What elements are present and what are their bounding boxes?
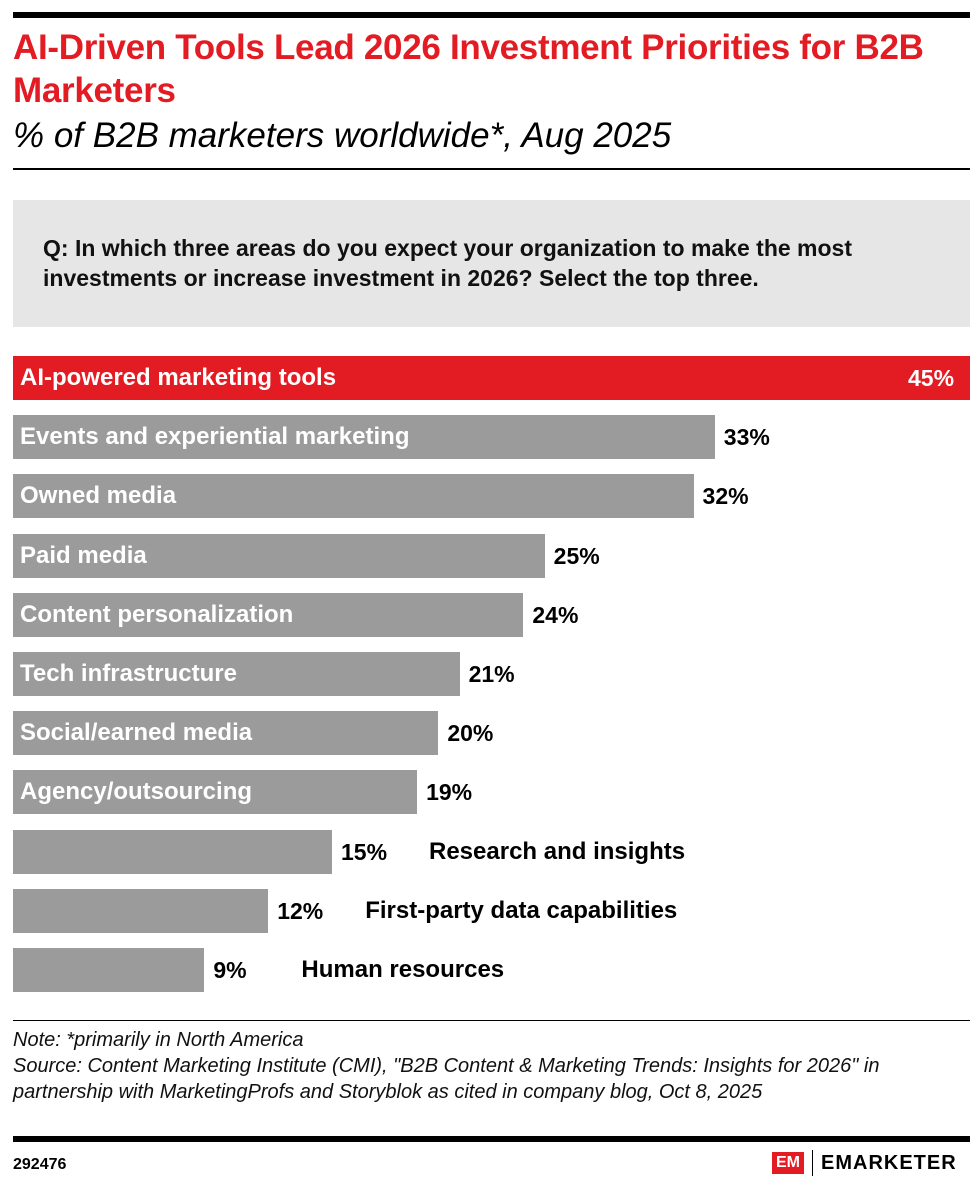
bar: [13, 888, 269, 933]
bar: [13, 948, 205, 992]
logo-separator: [812, 1150, 813, 1176]
bar: AI-powered marketing tools: [13, 356, 970, 400]
category-label: Owned media: [20, 482, 177, 510]
bar: Social/earned media: [13, 711, 439, 756]
value-label: 24%: [532, 601, 579, 628]
category-label: Human resources: [301, 956, 505, 983]
value-label: 15%: [341, 838, 388, 865]
value-label: 20%: [447, 720, 494, 747]
source: Source: Content Marketing Institute (CMI…: [13, 1055, 880, 1103]
category-label: Tech infrastructure: [20, 660, 237, 687]
category-label: Research and insights: [429, 837, 686, 865]
emarketer-logo: EM EMARKETER: [772, 1150, 957, 1176]
bar: Content personalization: [13, 592, 524, 637]
category-label: Agency/outsourcing: [20, 778, 253, 806]
value-label: 33%: [723, 424, 770, 451]
value-label: 9%: [213, 957, 247, 983]
value-label: 19%: [426, 779, 473, 806]
logo-name: EMARKETER: [821, 1151, 957, 1174]
survey-question: Q: In which three areas do you expect yo…: [13, 200, 970, 327]
category-label: Paid media: [20, 541, 147, 569]
value-label: 32%: [702, 483, 749, 510]
logo-mark: EM: [772, 1152, 804, 1174]
value-label: 25%: [553, 542, 600, 569]
note: Note: *primarily in North America: [13, 1029, 304, 1051]
chart-title: AI-Driven Tools Lead 2026 Investment Pri…: [13, 28, 924, 110]
bar: Events and experiential marketing: [13, 415, 715, 460]
footnotes: Note: *primarily in North America Source…: [13, 1027, 963, 1105]
bar: Agency/outsourcing: [13, 770, 418, 815]
category-label: Content personalization: [20, 600, 294, 628]
bar: Owned media: [13, 474, 694, 519]
category-label: Events and experiential marketing: [20, 423, 410, 451]
divider: [13, 1020, 970, 1021]
value-label: 21%: [468, 661, 515, 687]
bar: [13, 829, 332, 874]
bottom-rule: [13, 1136, 970, 1142]
bar: Paid media: [13, 533, 545, 578]
category-label: First-party data capabilities: [365, 896, 678, 924]
category-label: AI-powered marketing tools: [20, 364, 337, 391]
bar: Tech infrastructure: [13, 652, 460, 696]
category-label: Social/earned media: [20, 719, 253, 747]
value-label: 45%: [908, 365, 955, 391]
chart-id: 292476: [13, 1156, 67, 1173]
top-rule: [13, 12, 970, 18]
divider: [13, 168, 970, 170]
chart-subtitle: % of B2B marketers worldwide*, Aug 2025: [13, 116, 672, 155]
value-label: 12%: [277, 897, 324, 924]
